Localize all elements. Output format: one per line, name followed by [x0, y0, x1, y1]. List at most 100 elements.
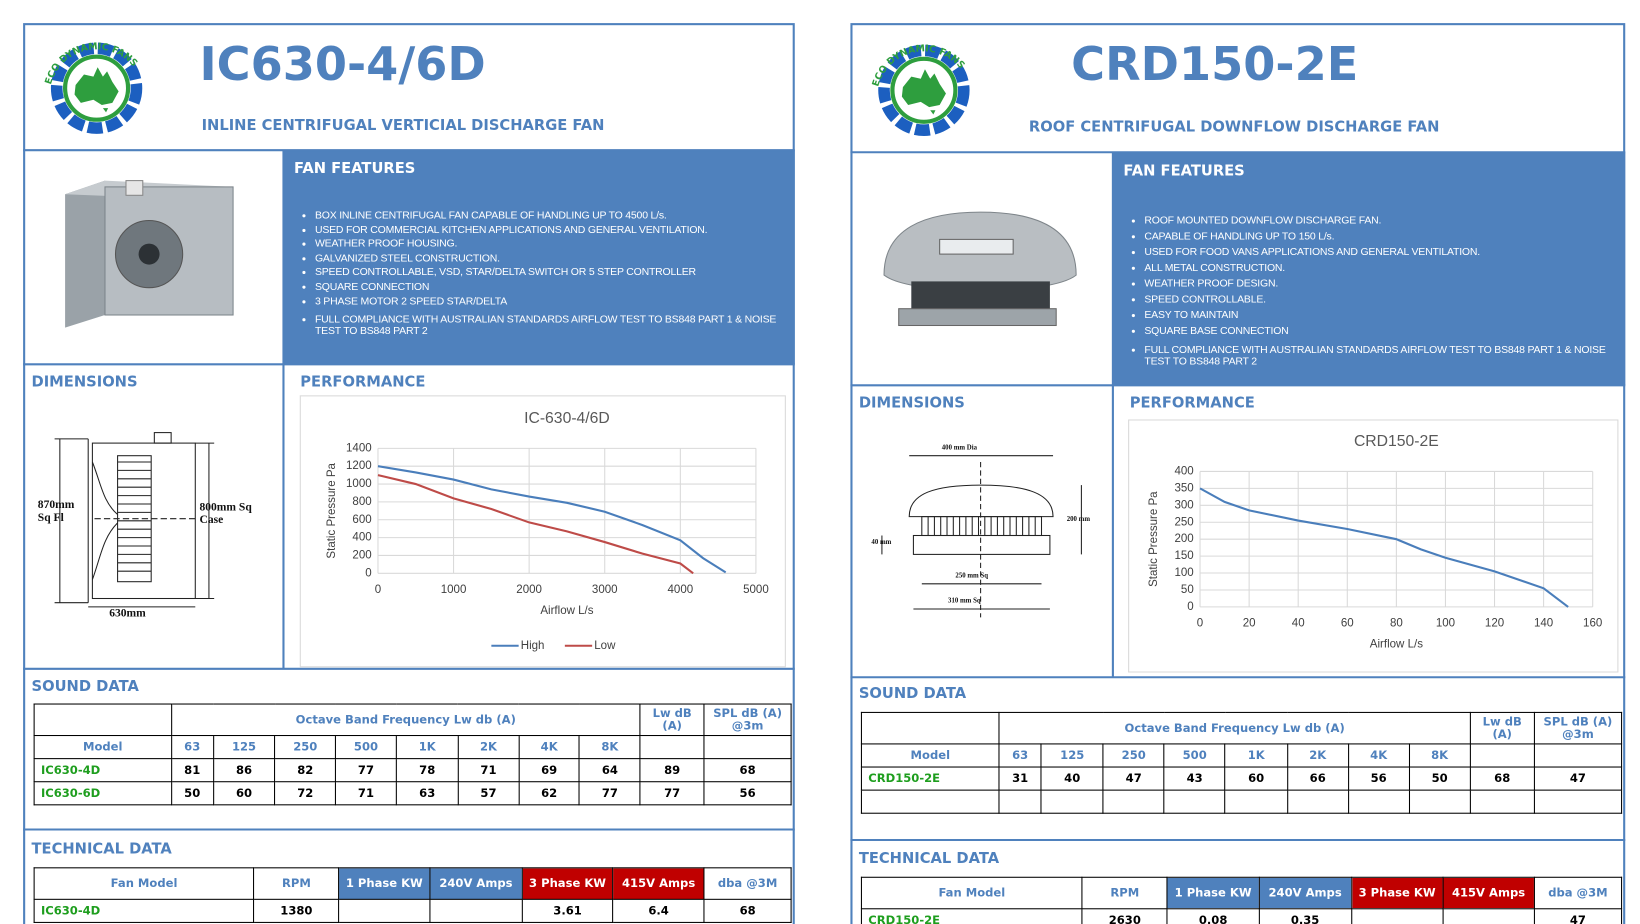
x-tick-label: 1000: [441, 584, 467, 596]
cell: 47: [1533, 908, 1623, 924]
feature-item: SPEED CONTROLLABLE.: [1144, 292, 1614, 308]
y-tick-label: 200: [352, 549, 371, 561]
empty-cell: [1224, 789, 1288, 814]
x-tick-label: 5000: [743, 584, 769, 596]
x-tick-label: 2000: [516, 584, 542, 596]
cell: 77: [579, 781, 641, 806]
dimension-drawing: [881, 455, 1082, 618]
cell: 71: [335, 781, 397, 806]
product-subtitle: INLINE CENTRIFUGAL VERTICIAL DISCHARGE F…: [201, 117, 605, 135]
product-title: CRD150-2E: [1071, 37, 1359, 92]
x-tick-label: 4000: [668, 584, 694, 596]
data-row: CRD150-2E 31 40 47 43 60 66 56 50 68 47: [860, 766, 1623, 791]
x-tick-label: 3000: [592, 584, 618, 596]
cell: 50: [170, 781, 214, 806]
data-row: IC630-4D 1380 3.61 6.4 68: [33, 898, 792, 923]
header-cell: 240V Amps: [1258, 876, 1352, 910]
y-tick-label: 400: [1174, 465, 1193, 477]
performance-chart: CRD150-2E 0 50 100 150 200 250 300 350 400 0 20 40 60…: [1128, 419, 1619, 673]
base: [912, 534, 1051, 555]
y-tick-label: 1200: [346, 460, 372, 472]
dome: [908, 484, 1054, 518]
x-tick-label: 160: [1583, 618, 1602, 630]
x-tick-label: 60: [1341, 618, 1354, 630]
x-tick-label: 0: [1197, 618, 1203, 630]
empty-cell: [1442, 908, 1535, 924]
section-heading: SOUND DATA: [31, 678, 139, 696]
cell: 57: [457, 781, 520, 806]
y-tick-label: 1000: [346, 478, 372, 490]
section-heading: DIMENSIONS: [858, 394, 965, 412]
x-tick-label: 140: [1534, 618, 1553, 630]
empty-cell: [1533, 789, 1623, 814]
model-cell: CRD150-2E: [860, 908, 1083, 924]
legend-label: High: [521, 640, 545, 652]
header-cell: Fan Model: [33, 867, 255, 900]
subheader-cell: 1K: [1224, 743, 1288, 768]
subheader-cell: 125: [212, 734, 276, 760]
cell: 72: [274, 781, 337, 806]
header-row: Fan Model RPM 1 Phase KW 240V Amps 3 Phase K…: [33, 867, 792, 900]
feature-item: USED FOR FOOD VANS APPLICATIONS AND GENE…: [1144, 245, 1614, 261]
y-tick-label: 0: [365, 567, 371, 579]
subheader-cell: 250: [274, 734, 337, 760]
logo-blue-ring: [50, 42, 143, 134]
logo-green-ring: [62, 54, 131, 122]
header-cell: SPL dB (A) @3m: [1533, 711, 1623, 745]
dimension-label: 200 mm: [1066, 515, 1091, 523]
y-axis-label: Static Pressure Pa: [1148, 491, 1160, 587]
x-axis-label: Airflow L/s: [1370, 639, 1423, 651]
empty-cell: [33, 703, 172, 737]
feature-item: BOX INLINE CENTRIFUGAL FAN CAPABLE OF HA…: [315, 209, 784, 223]
empty-cell: [703, 734, 792, 760]
y-tick-label: 250: [1174, 516, 1193, 528]
cell: 63: [395, 781, 459, 806]
empty-cell: [860, 789, 1000, 814]
feature-item: FULL COMPLIANCE WITH AUSTRALIAN STANDARD…: [1144, 344, 1614, 367]
subheader-cell: 2K: [457, 734, 520, 760]
dimension-label: 250 mm Sq: [955, 572, 989, 580]
header-cell: dba @3M: [1533, 876, 1623, 910]
x-tick-label: 20: [1243, 618, 1256, 630]
dimension-label: 310 mm Sq: [948, 597, 981, 605]
y-tick-label: 150: [1174, 550, 1193, 562]
feature-item: USED FOR COMMERCIAL KITCHEN APPLICATIONS…: [315, 223, 784, 237]
header-cell: Fan Model: [860, 876, 1083, 910]
technical-table: Fan Model RPM 1 Phase KW 240V Amps 3 Phase K…: [860, 876, 1623, 924]
empty-cell: [1469, 743, 1535, 768]
product-subtitle: ROOF CENTRIFUGAL DOWNFLOW DISCHARGE FAN: [1028, 118, 1440, 136]
dimension-label: 40 mm: [871, 538, 892, 546]
data-row: IC630-6D 50 60 72 71 63 57 62 77 77 56: [33, 781, 792, 806]
empty-cell: [1533, 743, 1623, 768]
empty-cell: [860, 711, 1000, 745]
logo-map: [74, 67, 119, 113]
x-tick-label: 100: [1436, 618, 1455, 630]
section-heading: TECHNICAL DATA: [858, 850, 1000, 868]
cell: 64: [579, 758, 641, 783]
y-tick-label: 50: [1181, 584, 1194, 596]
chart-title: IC-630-4/6D: [524, 410, 610, 427]
subheader-cell: 125: [1040, 743, 1104, 768]
series-line: [377, 465, 727, 574]
cell: 40: [1040, 766, 1104, 791]
data-row: IC630-4D 81 86 82 77 78 71 69 64 89 68: [33, 758, 792, 783]
subheader-cell: 8K: [579, 734, 641, 760]
cell: 81: [170, 758, 214, 783]
header-cell: dba @3M: [703, 867, 792, 900]
series-line: [1199, 487, 1569, 608]
feature-item: GALVANIZED STEEL CONSTRUCTION.: [315, 252, 784, 266]
dimension-label: 400 mm Dia: [941, 444, 978, 452]
cell: 31: [998, 766, 1042, 791]
cell: 68: [703, 898, 792, 923]
subheader-cell: 4K: [1347, 743, 1410, 768]
logo-map: [901, 69, 946, 115]
x-tick-label: 0: [375, 584, 381, 596]
subheader-cell: 63: [998, 743, 1042, 768]
inlet: [91, 461, 118, 580]
feature-item: ROOF MOUNTED DOWNFLOW DISCHARGE FAN.: [1144, 213, 1614, 229]
technical-table: Fan Model RPM 1 Phase KW 240V Amps 3 Phase K…: [33, 867, 792, 923]
subheader-cell: 4K: [518, 734, 581, 760]
y-axis-label: Static Pressure Pa: [326, 462, 338, 558]
photo-box: [125, 180, 144, 196]
cell: 50: [1408, 766, 1471, 791]
